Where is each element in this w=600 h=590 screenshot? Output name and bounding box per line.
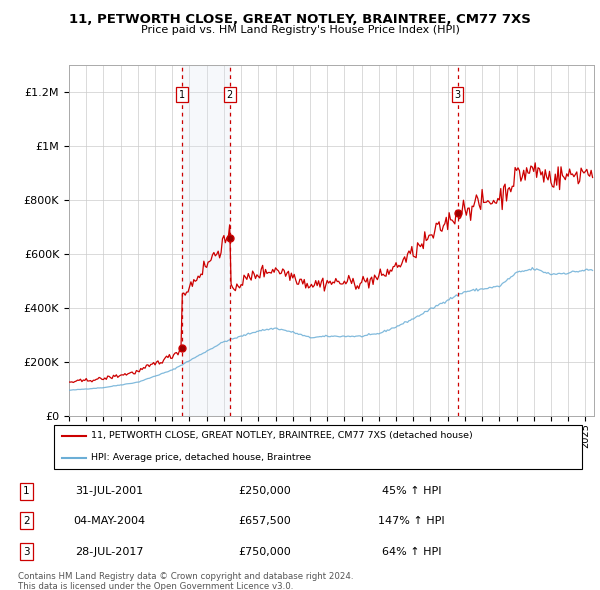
Text: 11, PETWORTH CLOSE, GREAT NOTLEY, BRAINTREE, CM77 7XS (detached house): 11, PETWORTH CLOSE, GREAT NOTLEY, BRAINT… — [91, 431, 473, 440]
Text: 28-JUL-2017: 28-JUL-2017 — [74, 547, 143, 557]
Text: Price paid vs. HM Land Registry's House Price Index (HPI): Price paid vs. HM Land Registry's House … — [140, 25, 460, 35]
Text: 3: 3 — [23, 547, 30, 557]
Bar — [182, 65, 230, 416]
Text: £750,000: £750,000 — [238, 547, 291, 557]
Text: Contains HM Land Registry data © Crown copyright and database right 2024.: Contains HM Land Registry data © Crown c… — [18, 572, 353, 581]
Text: £657,500: £657,500 — [238, 516, 291, 526]
Text: 3: 3 — [455, 90, 461, 100]
Text: £250,000: £250,000 — [238, 487, 291, 496]
Text: 1: 1 — [23, 487, 30, 496]
Text: 1: 1 — [179, 90, 185, 100]
Text: 04-MAY-2004: 04-MAY-2004 — [73, 516, 145, 526]
Text: 147% ↑ HPI: 147% ↑ HPI — [379, 516, 445, 526]
Text: 2: 2 — [23, 516, 30, 526]
Text: This data is licensed under the Open Government Licence v3.0.: This data is licensed under the Open Gov… — [18, 582, 293, 590]
Text: 2: 2 — [227, 90, 233, 100]
Text: 31-JUL-2001: 31-JUL-2001 — [75, 487, 143, 496]
Text: 11, PETWORTH CLOSE, GREAT NOTLEY, BRAINTREE, CM77 7XS: 11, PETWORTH CLOSE, GREAT NOTLEY, BRAINT… — [69, 13, 531, 26]
Text: HPI: Average price, detached house, Braintree: HPI: Average price, detached house, Brai… — [91, 454, 311, 463]
Text: 45% ↑ HPI: 45% ↑ HPI — [382, 487, 442, 496]
Text: 64% ↑ HPI: 64% ↑ HPI — [382, 547, 442, 557]
